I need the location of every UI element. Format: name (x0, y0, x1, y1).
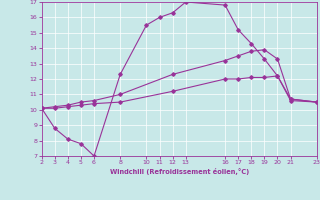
X-axis label: Windchill (Refroidissement éolien,°C): Windchill (Refroidissement éolien,°C) (109, 168, 249, 175)
